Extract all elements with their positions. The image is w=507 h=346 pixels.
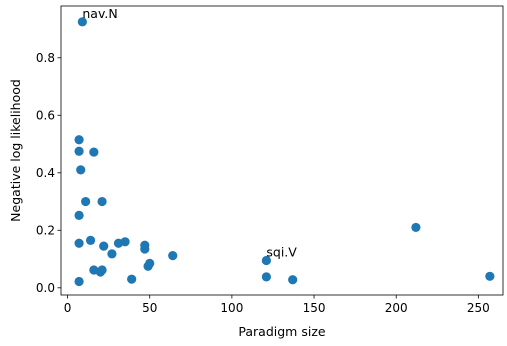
x-tick-label: 200 <box>385 301 408 315</box>
scatter-point <box>168 251 178 261</box>
y-tick-label: 0.6 <box>36 109 55 123</box>
scatter-point <box>261 272 271 282</box>
point-annotation: nav.N <box>82 6 117 21</box>
scatter-point <box>74 210 84 220</box>
scatter-point <box>140 244 150 254</box>
x-axis-label: Paradigm size <box>238 324 325 339</box>
x-tick-label: 250 <box>467 301 490 315</box>
x-tick-label: 0 <box>64 301 72 315</box>
y-tick-label: 0.4 <box>36 166 55 180</box>
scatter-point <box>74 146 84 156</box>
scatter-point <box>74 238 84 248</box>
y-axis-label: Negative log likelihood <box>8 79 23 222</box>
scatter-point <box>81 196 91 207</box>
scatter-point <box>411 222 421 233</box>
scatter-point <box>99 241 109 251</box>
scatter-point <box>74 135 84 145</box>
scatter-point <box>77 17 87 27</box>
point-annotation: sqi.V <box>266 244 297 259</box>
x-tick-label: 100 <box>220 301 243 315</box>
plot-frame <box>60 5 504 296</box>
scatter-point <box>288 275 298 285</box>
scatter-point <box>127 274 137 284</box>
y-tick-label: 0.0 <box>36 281 55 295</box>
scatter-point <box>76 165 86 175</box>
y-axis-ticks: 0.0 0.2 0.4 0.6 0.8 <box>36 51 61 295</box>
scatter-point <box>85 235 96 245</box>
x-tick-label: 150 <box>303 301 326 315</box>
scatter-point <box>97 196 107 207</box>
scatter-point <box>97 265 107 275</box>
scatter-point <box>261 255 271 266</box>
data-points <box>74 17 495 287</box>
scatter-point <box>485 271 495 281</box>
y-tick-label: 0.8 <box>36 51 55 65</box>
y-tick-label: 0.2 <box>36 224 55 238</box>
x-tick-label: 50 <box>142 301 157 315</box>
scatter-point <box>74 276 84 287</box>
x-axis-ticks: 0 50 100 150 200 250 <box>64 295 490 315</box>
scatter-point <box>89 147 99 157</box>
point-annotations: nav.N sqi.V <box>82 6 297 260</box>
scatter-point <box>107 249 117 259</box>
scatter-point <box>120 237 130 247</box>
scatter-point <box>145 258 155 268</box>
